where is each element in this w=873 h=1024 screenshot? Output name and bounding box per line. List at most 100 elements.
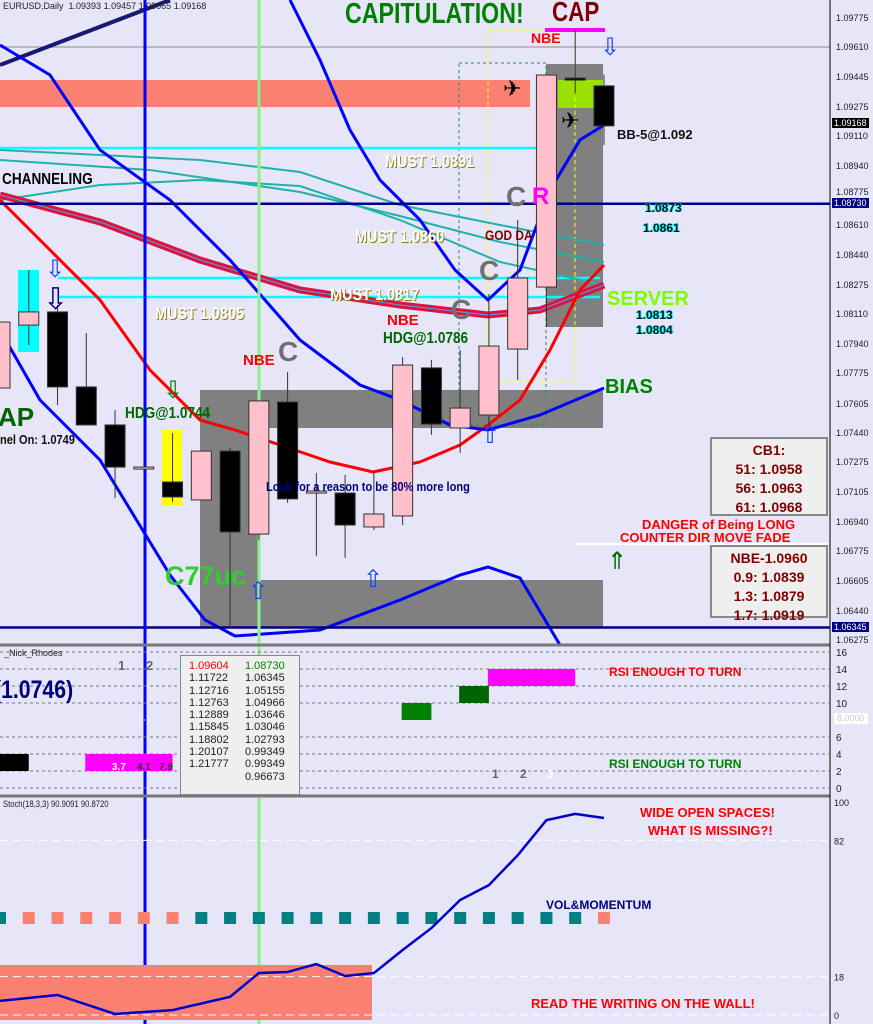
nbe-label: NBE	[531, 30, 561, 46]
must-label: MUST 1.0817	[330, 285, 420, 304]
up-arrow-icon: ⇧	[363, 566, 384, 593]
rsi-block	[459, 686, 489, 703]
vol-momentum-square	[80, 912, 93, 924]
nbe-box-title: NBE-1.0960	[730, 550, 808, 566]
rsi-block	[487, 669, 576, 686]
must-label: MUST 1.0860	[355, 227, 445, 246]
candle-body	[219, 450, 241, 533]
candle-body	[334, 492, 356, 526]
oversold-zone	[0, 965, 372, 1020]
candle-body	[75, 386, 97, 426]
price-tick: 1.09775	[836, 13, 869, 23]
teal-ma-2	[0, 178, 605, 286]
danger-label: COUNTER DIR MOVE FADE	[620, 530, 791, 545]
cb1-line: 51: 1.0958	[735, 461, 803, 477]
vol-momentum-square	[396, 912, 409, 924]
bb5-label: BB-5@1.092	[617, 127, 693, 142]
channeling-label: CHANNELING	[2, 171, 93, 188]
cb1-box: CB1: 51: 1.0958 56: 1.0963 61: 1.0968	[710, 437, 828, 516]
r-label: R	[532, 183, 550, 210]
symbol: EURUSD,Daily	[3, 1, 64, 11]
table-cell: 1.03646	[245, 709, 285, 722]
price-tick: 1.08940	[836, 161, 869, 172]
rsi-tick: 2	[836, 767, 842, 778]
candle-body	[104, 424, 126, 468]
candle-body	[47, 311, 69, 388]
level-label: 1.0804	[636, 323, 673, 337]
table-row: 1.11722 1.06345	[189, 672, 299, 684]
stoch-tick: 100	[834, 798, 849, 808]
down-arrow-icon: ⇩	[45, 256, 66, 283]
rsi-block	[85, 754, 173, 771]
nbe-box: NBE-1.0960 0.9: 1.0839 1.3: 1.0879 1.7: …	[710, 545, 828, 623]
table-cell: 1.11722	[189, 672, 228, 685]
price-tick: 1.09610	[836, 42, 869, 53]
stoch-tick: 0	[834, 1011, 839, 1021]
candle-body	[18, 311, 40, 326]
vol-momentum-square	[310, 912, 323, 924]
table-row: 1.20107 0.99349	[189, 746, 299, 758]
price-tick: 1.07275	[836, 457, 869, 468]
vol-momentum-square	[281, 912, 294, 924]
block-label: 3.7	[112, 762, 126, 773]
stoch-line	[0, 812, 605, 1016]
crimson-ma-core	[0, 194, 605, 316]
must-label: MUST 1.0805	[155, 304, 245, 323]
price-tick: 1.07940	[836, 339, 869, 350]
teal-ma-1	[0, 149, 605, 246]
must-label: MUST 1.0891	[385, 152, 475, 171]
price-tick: 1.09275	[836, 101, 869, 112]
table-cell	[189, 771, 233, 783]
table-row: 0.96673	[189, 771, 299, 783]
candle-body	[133, 466, 155, 470]
table-cell: 1.12763	[189, 696, 229, 709]
server-label: SERVER	[607, 288, 689, 310]
vol-momentum-square	[22, 912, 35, 924]
missing-label: WHAT IS MISSING?!	[648, 823, 773, 838]
level-label: 1.0873	[645, 201, 682, 215]
candle-body	[162, 481, 184, 498]
candle-body	[564, 77, 586, 81]
nbe-box-line: 1.3: 1.0879	[733, 588, 805, 604]
table-cell: 1.04966	[245, 696, 285, 709]
c-label: C	[506, 181, 527, 212]
ap-label: AP	[0, 402, 35, 432]
candle-body	[507, 277, 529, 350]
resistance-zone	[0, 80, 530, 107]
table-cell: 1.15845	[189, 721, 229, 734]
down-arrow-icon: ⇩	[43, 283, 69, 316]
count-label: 1	[118, 658, 126, 673]
price-tick: 1.07105	[836, 487, 869, 498]
candle-body	[277, 401, 299, 500]
block-label: 4.1	[137, 762, 151, 773]
count-label: 2	[520, 767, 527, 781]
nbe-label: NBE	[387, 312, 419, 329]
price-tick: 1.06775	[836, 546, 869, 557]
block-label: 7.9	[159, 762, 173, 773]
price-level-label: 1.06345	[832, 621, 869, 632]
rsi-tick: 16	[836, 648, 848, 659]
table-row: 1.09604 1.08730	[189, 660, 299, 672]
bollinger-lower	[0, 329, 562, 646]
bollinger-middle	[0, 43, 605, 432]
rsi-red-label: RSI ENOUGH TO TURN	[609, 665, 742, 679]
vol-momentum-label: VOL&MOMENTUM	[546, 898, 652, 912]
table-cell: 1.12889	[189, 709, 229, 722]
vol-momentum-square	[166, 912, 179, 924]
stoch-title: Stoch(18,3,3) 90.9091 90.8720	[3, 799, 109, 809]
table-row: 1.18802 1.02793	[189, 734, 299, 746]
close: 1.09168	[173, 1, 207, 11]
table-cell: 1.21777	[189, 758, 229, 771]
bollinger-upper	[288, 0, 605, 303]
hdg-label: HDG@1.0744	[125, 405, 211, 422]
white-line	[575, 543, 828, 545]
nbe-box-line: 1.7: 1.0919	[733, 607, 805, 623]
price-tick: 1.08610	[836, 220, 869, 231]
c-label: C	[479, 255, 500, 286]
c77uc-label: C77uc	[165, 561, 247, 591]
vol-momentum-square	[597, 912, 610, 924]
table-cell: 1.18802	[189, 733, 229, 746]
table-cell: 0.99349	[245, 758, 285, 771]
table-cell: 1.08730	[245, 660, 285, 672]
table-cell: 0.99349	[245, 746, 285, 759]
